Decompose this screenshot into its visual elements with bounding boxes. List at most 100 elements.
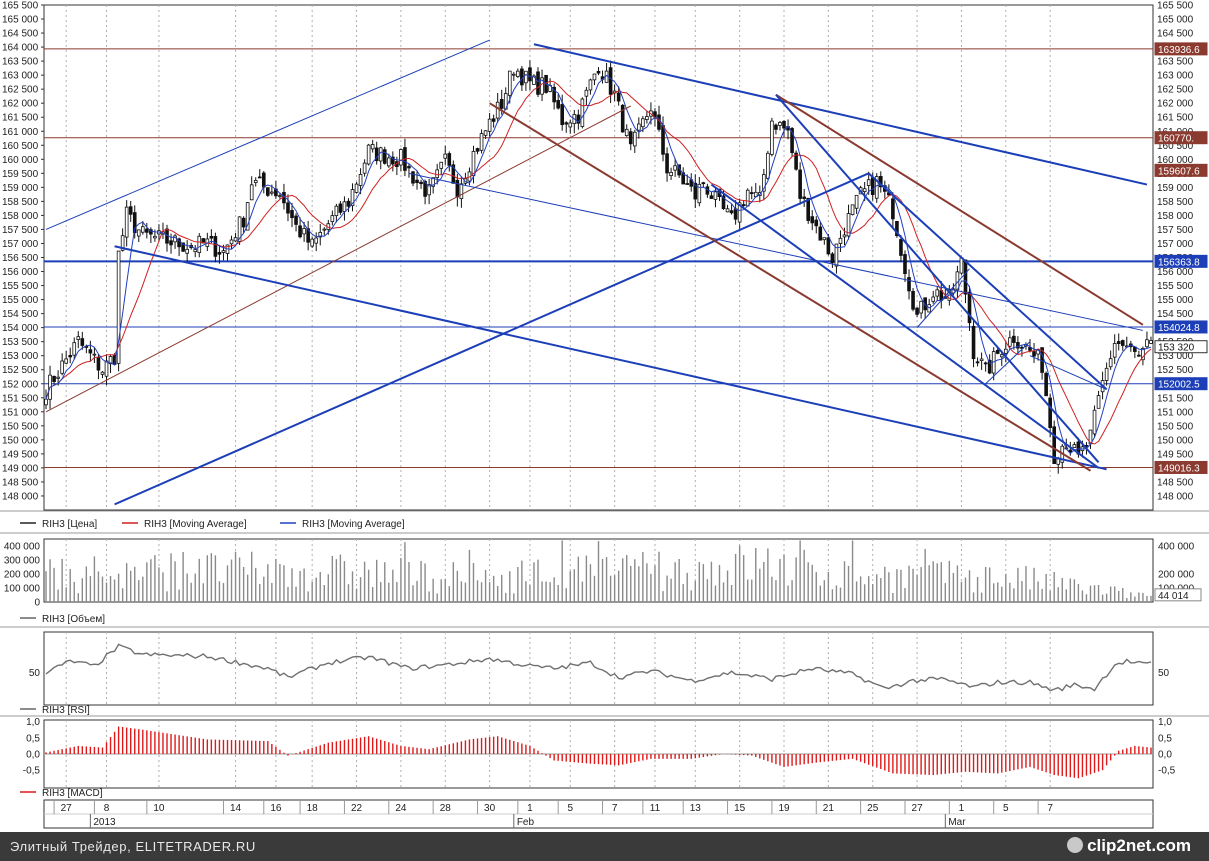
candle-body (60, 360, 64, 374)
candle-body (524, 70, 528, 84)
price-tick-right: 148 500 (1157, 477, 1194, 488)
candle-body (915, 307, 919, 315)
price-tick-left: 159 500 (2, 169, 39, 180)
candle-body (471, 150, 476, 177)
trendline (710, 183, 1100, 469)
pane-tick-left: -0,5 (23, 766, 41, 777)
price-tick-right: 156 000 (1157, 267, 1194, 278)
pane-tick-right: 1,0 (1158, 717, 1172, 728)
pane-tick-left: 0,0 (26, 750, 40, 761)
price-level-label: 156363.8 (1158, 257, 1200, 268)
candle-body (197, 235, 202, 254)
candle-body (266, 187, 270, 196)
price-tick-right: 164 500 (1157, 29, 1194, 40)
price-level-label-box (1154, 42, 1208, 56)
price-tick-left: 149 000 (2, 463, 39, 474)
candle-body (713, 191, 718, 200)
candle-body (253, 179, 258, 183)
candle-body (818, 226, 823, 241)
candle-body (96, 356, 101, 371)
price-tick-left: 156 500 (2, 253, 39, 264)
trendline (114, 245, 1107, 471)
candle-body (854, 194, 859, 209)
candle-body (145, 228, 149, 233)
price-tick-right: 154 500 (1157, 309, 1194, 320)
candle-body (306, 228, 310, 243)
candle-body (1008, 337, 1012, 347)
candle-body (822, 237, 827, 241)
candle-body (520, 68, 524, 86)
candle-body (536, 71, 540, 95)
candle-body (346, 200, 351, 207)
candle-body (132, 212, 137, 234)
price-level-label-box (1154, 163, 1208, 177)
pane-tick-left: 1,0 (26, 717, 40, 728)
candle-body (278, 195, 282, 198)
price-tick-left: 159 000 (2, 183, 39, 194)
candle-body (423, 180, 427, 197)
candle-body (540, 77, 544, 95)
pane-tick-left: 0,5 (26, 733, 40, 744)
date-label: 21 (823, 803, 835, 814)
candle-body (1052, 426, 1057, 465)
footer-watermark: clip2net.com (1067, 836, 1191, 856)
date-label: 1 (527, 803, 533, 814)
candle-body (878, 175, 883, 188)
legend-label: RIH3 [Moving Average] (144, 519, 247, 530)
date-label: 27 (61, 803, 73, 814)
date-label: 25 (867, 803, 879, 814)
pane-legend-label: RIH3 [MACD] (42, 788, 103, 799)
candle-body (451, 164, 456, 184)
candle-body (370, 144, 375, 150)
price-tick-left: 149 500 (2, 449, 39, 460)
candle-body (907, 277, 911, 292)
candle-body (810, 216, 815, 224)
price-tick-right: 163 500 (1157, 57, 1194, 68)
candle-body (782, 120, 786, 129)
candle-body (1141, 347, 1145, 361)
candle-body (1072, 444, 1077, 448)
candle-body (806, 197, 811, 221)
candle-body (181, 242, 185, 252)
candle-body (378, 147, 383, 162)
candle-body (814, 219, 819, 227)
price-tick-left: 160 500 (2, 141, 39, 152)
pane-tick-right: -0,5 (1158, 766, 1176, 777)
candle-body (257, 176, 262, 179)
volume-last-label: 44 014 (1158, 591, 1189, 602)
candle-body (233, 237, 238, 242)
trendline (45, 39, 490, 230)
price-tick-right: 162 500 (1157, 85, 1194, 96)
candle-body (330, 215, 335, 223)
price-tick-left: 162 000 (2, 99, 39, 110)
price-tick-left: 152 500 (2, 365, 39, 376)
date-label: 13 (690, 803, 702, 814)
price-tick-left: 163 000 (2, 71, 39, 82)
candle-body (1092, 409, 1097, 435)
pane-tick-right: 200 000 (1158, 570, 1195, 581)
price-tick-left: 164 000 (2, 43, 39, 54)
price-tick-right: 151 500 (1157, 393, 1194, 404)
candle-body (1016, 342, 1020, 349)
candle-body (608, 67, 613, 95)
price-level-label-box (1154, 377, 1208, 391)
candle-body (431, 177, 435, 187)
date-label: 16 (270, 803, 282, 814)
candle-body (741, 204, 746, 206)
candle-body (72, 342, 77, 356)
candle-body (104, 360, 109, 377)
candle-body (999, 354, 1004, 358)
price-tick-right: 161 500 (1157, 113, 1194, 124)
candle-body (971, 325, 976, 360)
candle-body (124, 206, 129, 238)
date-label: 22 (351, 803, 363, 814)
date-label: 18 (307, 803, 319, 814)
candle-body (766, 152, 770, 179)
candle-body (911, 290, 915, 310)
candle-body (229, 239, 234, 245)
candle-body (697, 183, 702, 204)
candle-body (459, 183, 464, 199)
candle-body (834, 243, 839, 267)
date-label: 5 (1003, 803, 1009, 814)
candle-body (935, 289, 940, 297)
